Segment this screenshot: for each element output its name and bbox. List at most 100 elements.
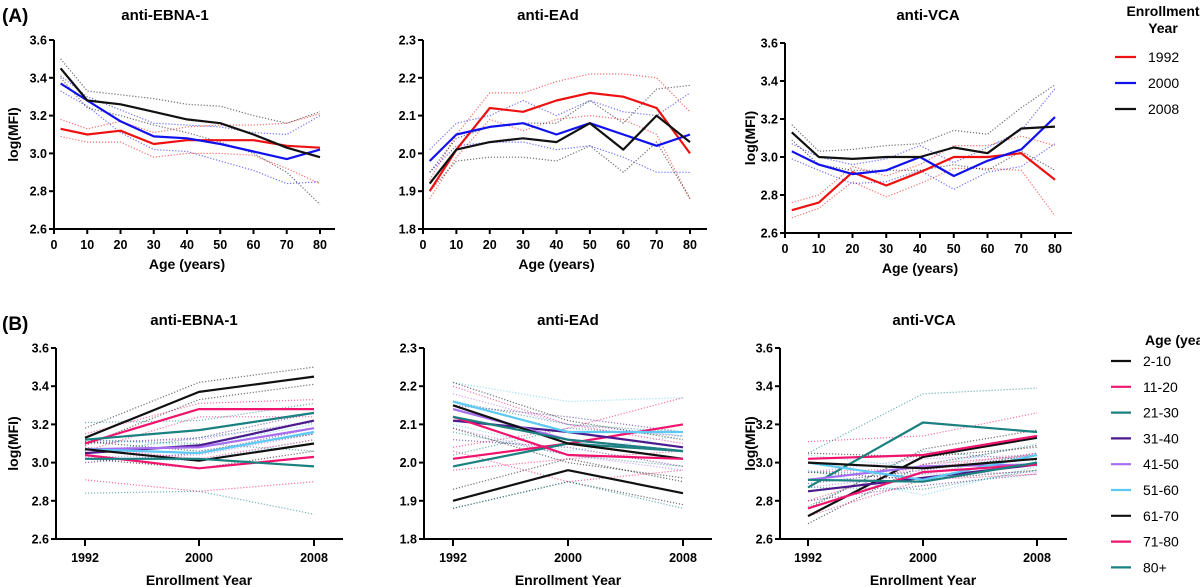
series-line-2008: [791, 125, 1056, 160]
chart-b1: anti-EBNA-1 2.6 2.8 3.0 3.2 3.4 3.6 1992 2000 200…: [5, 312, 343, 587]
x-tick-label: 70: [280, 238, 294, 252]
x-tick-label: 40: [550, 238, 564, 252]
x-tick-label: 50: [583, 238, 597, 252]
series-line-11-20: [84, 408, 314, 445]
x-axis-label: Age (years): [882, 260, 958, 276]
series-1992: [60, 113, 321, 185]
series-51-60: [452, 381, 684, 452]
chart-b2: anti-EAd 1.8 1.9 2.0 2.1 2.2 2.3 1992 2000 2008 En…: [400, 312, 712, 587]
x-tick-label: 10: [80, 238, 94, 252]
x-tick-label: 20: [483, 238, 497, 252]
series-41-50: [84, 420, 315, 458]
chart-title: anti-EAd: [537, 312, 599, 329]
x-tick-label: 20: [114, 238, 128, 252]
ci-lower-line: [807, 450, 1038, 508]
ci-lower-line: [807, 473, 1038, 502]
x-axis-label: Enrollment Year: [146, 572, 253, 587]
y-tick-label: 3.2: [32, 418, 49, 432]
ci-upper-line: [807, 412, 1038, 443]
ci-lower-line: [452, 423, 684, 452]
series-line-21-30: [84, 411, 315, 441]
x-tick-label: 50: [213, 238, 227, 252]
ci-lower-line: [791, 143, 1056, 190]
x-axis-label: Age (years): [518, 256, 594, 272]
legend-item-label: 31-40: [1143, 430, 1179, 446]
ci-upper-line: [429, 73, 691, 181]
ci-lower-line: [791, 167, 1056, 219]
y-tick-label: 3.6: [761, 37, 778, 51]
ci-upper-line: [807, 452, 1038, 475]
y-tick-label: 1.8: [400, 533, 417, 547]
chart-title: anti-VCA: [896, 7, 960, 24]
x-axis-label: Age (years): [149, 256, 225, 272]
chart-a1: anti-EBNA-1 2.6 2.8 3.0 3.2 3.4 3.6 0 10 20 30 40 50…: [5, 7, 335, 272]
legend-item-label: 71-80: [1143, 534, 1179, 550]
charts-group: anti-EBNA-1 2.6 2.8 3.0 3.2 3.4 3.6 0 10 20 30 40 50…: [5, 7, 1072, 587]
chart-b3: anti-VCA 2.6 2.8 3.0 3.2 3.4 3.6 1992 2000 2008 En…: [742, 312, 1067, 587]
series-80+: [84, 439, 315, 515]
y-tick-label: 3.6: [756, 342, 773, 356]
legend-item-label: 41-50: [1143, 456, 1179, 472]
y-tick-label: 1.9: [399, 185, 416, 199]
series-31-40: [452, 404, 684, 467]
y-tick-label: 3.6: [32, 342, 49, 356]
y-tick-label: 2.3: [399, 34, 416, 48]
series-line-61-70: [84, 442, 315, 462]
y-tick-label: 3.0: [30, 147, 47, 161]
series-11-20: [84, 399, 315, 452]
y-tick-label: 3.2: [30, 109, 47, 123]
series-line-11-20: [807, 434, 1038, 460]
x-tick-label: 1992: [794, 551, 822, 565]
x-axis-label: Enrollment Year: [515, 572, 622, 587]
y-tick-label: 2.2: [399, 71, 416, 85]
series-line-51-60: [84, 430, 315, 455]
x-tick-label: 30: [516, 238, 530, 252]
series-line-80+: [807, 461, 1038, 483]
x-tick-label: 60: [247, 238, 261, 252]
ci-lower-line: [429, 141, 690, 173]
series-2000: [791, 88, 1056, 190]
y-tick-label: 3.4: [30, 71, 47, 85]
y-tick-label: 2.8: [32, 494, 49, 508]
series-line-51-60: [807, 453, 1038, 481]
ci-upper-line: [452, 381, 684, 441]
x-tick-label: 2008: [669, 551, 697, 565]
legend-item-label: 1992: [1148, 49, 1179, 65]
series-1992: [791, 135, 1056, 219]
ci-upper-line: [429, 92, 691, 151]
series-line-1992: [791, 152, 1056, 212]
y-tick-label: 2.8: [30, 185, 47, 199]
y-tick-label: 2.3: [400, 342, 417, 356]
y-tick-label: 2.1: [400, 418, 417, 432]
ci-upper-line: [807, 454, 1038, 502]
series-80+: [807, 452, 1038, 490]
ci-lower-line: [452, 481, 684, 509]
ci-lower-line: [791, 139, 1056, 171]
x-axis-label: Enrollment Year: [870, 572, 977, 587]
legend-age-years: Age (years) 2-10 11-20 21-30 31-40 41-50 51-6…: [1111, 332, 1200, 575]
ci-lower-line: [84, 433, 315, 458]
series-line-2000: [60, 82, 321, 161]
series-21-30: [807, 387, 1038, 508]
series-line-80+: [452, 415, 684, 453]
series-2008: [60, 58, 321, 205]
series-2008: [791, 84, 1056, 171]
x-tick-label: 80: [1048, 242, 1062, 256]
panel-label-b: (B): [2, 314, 28, 335]
series-line-2-10: [84, 375, 315, 439]
series-2-10: [452, 458, 684, 509]
x-tick-label: 2000: [554, 551, 582, 565]
series-line-71-80: [807, 463, 1038, 510]
x-tick-label: 2008: [1023, 551, 1051, 565]
ci-upper-line: [807, 387, 1038, 454]
ci-lower-line: [60, 77, 321, 205]
series-line-1992: [428, 91, 691, 192]
y-tick-label: 2.6: [756, 533, 773, 547]
legend-b-title: Age (years): [1145, 332, 1200, 348]
series-line-21-30: [807, 421, 1038, 489]
legend-enrollment-year: Enrollment Year 1992 2000 2008: [1115, 3, 1200, 117]
ci-upper-line: [452, 400, 684, 433]
ci-lower-line: [84, 479, 315, 492]
series-line-2-10: [452, 469, 684, 502]
ci-lower-line: [429, 114, 691, 200]
